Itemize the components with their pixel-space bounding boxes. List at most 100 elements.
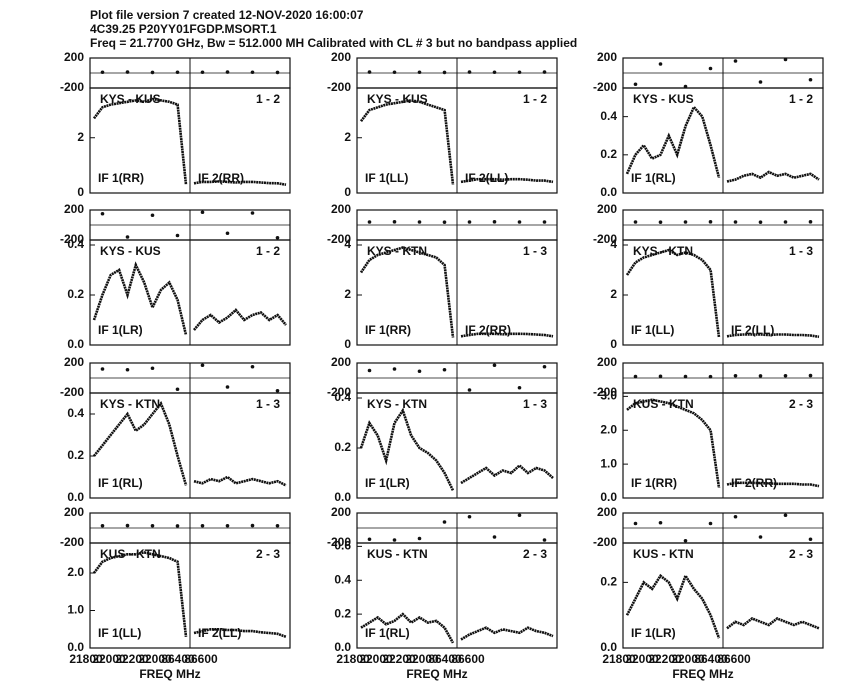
- phase-point: [658, 374, 663, 379]
- phase-point: [542, 364, 547, 369]
- phase-point: [708, 220, 713, 224]
- amp-tick-label: 2: [77, 130, 84, 144]
- phase-point: [150, 70, 155, 75]
- baseline-label: KUS - KTN: [367, 547, 428, 561]
- phase-point: [708, 66, 713, 71]
- antenna-label: 2 - 3: [789, 547, 813, 561]
- phase-point: [367, 537, 372, 542]
- phase-point: [517, 385, 522, 390]
- phase-point: [683, 84, 688, 89]
- x-tick-label: 22000: [671, 652, 705, 666]
- phase-point: [275, 523, 280, 528]
- antenna-label: 1 - 2: [789, 92, 813, 106]
- amp-tick-label: 0.0: [67, 490, 84, 504]
- phase-tick-label: 200: [331, 505, 351, 519]
- antenna-label: 1 - 3: [523, 244, 547, 258]
- baseline-label: KUS - KTN: [633, 547, 694, 561]
- phase-point: [417, 70, 422, 75]
- phase-point: [633, 374, 638, 379]
- amp-tick-label: 2.0: [67, 565, 84, 579]
- x-tick-label: 21800: [602, 652, 636, 666]
- phase-point: [633, 82, 638, 87]
- phase-point: [467, 70, 472, 74]
- x-tick-label: 86600: [451, 652, 485, 666]
- phase-point: [517, 220, 522, 224]
- x-tick-label: 86400: [428, 652, 462, 666]
- phase-point: [733, 220, 738, 224]
- amp-tick-label: 0.0: [334, 640, 351, 654]
- phase-point: [658, 520, 663, 525]
- phase-point: [683, 220, 688, 224]
- phase-point: [783, 513, 788, 518]
- phase-point: [758, 220, 763, 224]
- baseline-label: KYS - KUS: [100, 244, 161, 258]
- phase-point: [367, 368, 372, 373]
- phase-point: [175, 233, 180, 238]
- amp-tick-label: 0: [610, 337, 617, 351]
- amplitude-curve: [92, 261, 287, 336]
- x-axis-label: FREQ MHz: [406, 667, 467, 681]
- phase-tick-label: 200: [597, 50, 617, 64]
- phase-point: [442, 70, 447, 75]
- phase-tick-label: -200: [60, 535, 84, 549]
- baseline-label: KUS - KTN: [100, 547, 161, 561]
- baseline-label: KYS - KUS: [100, 92, 161, 106]
- amplitude-curve: [92, 551, 287, 639]
- phase-point: [808, 77, 813, 82]
- phase-point: [225, 70, 230, 74]
- phase-point: [658, 220, 663, 224]
- x-tick-label: 22000: [625, 652, 659, 666]
- if-label: IF 1(LR): [365, 476, 410, 490]
- amp-tick-label: 0: [344, 185, 351, 199]
- amp-tick-label: 0.4: [600, 109, 617, 123]
- x-tick-label: 21800: [69, 652, 103, 666]
- baseline-label: KYS - KTN: [633, 244, 693, 258]
- phase-point: [250, 211, 255, 215]
- amp-tick-label: 4: [610, 237, 617, 251]
- phase-point: [633, 220, 638, 224]
- phase-point: [542, 538, 547, 542]
- x-tick-label: 22000: [138, 652, 172, 666]
- phase-tick-label: -200: [60, 385, 84, 399]
- phase-point: [492, 220, 497, 224]
- if-label: IF 2(RR): [731, 476, 777, 490]
- if-label: IF 1(RL): [631, 171, 676, 185]
- phase-point: [683, 538, 688, 543]
- phase-tick-label: -200: [60, 80, 84, 94]
- phase-point: [733, 59, 738, 63]
- if-label: IF 2(LL): [198, 626, 241, 640]
- amp-tick-label: 0.0: [334, 490, 351, 504]
- x-tick-label: 22000: [92, 652, 126, 666]
- x-tick-label: 22200: [115, 652, 149, 666]
- phase-point: [100, 523, 105, 528]
- phase-point: [808, 537, 813, 542]
- phase-point: [467, 514, 472, 519]
- if-label: IF 1(RR): [365, 323, 411, 337]
- phase-point: [392, 70, 397, 75]
- amplitude-curve: [626, 398, 820, 488]
- x-tick-label: 86400: [694, 652, 728, 666]
- phase-point: [392, 367, 397, 371]
- amplitude-curve: [360, 612, 554, 644]
- phase-point: [708, 374, 713, 379]
- phase-tick-label: -200: [60, 232, 84, 246]
- amp-tick-label: 0.2: [334, 440, 351, 454]
- amp-tick-label: 2.0: [600, 422, 617, 436]
- phase-point: [517, 70, 522, 75]
- x-tick-label: 86600: [717, 652, 751, 666]
- if-label: IF 1(RL): [365, 626, 410, 640]
- phase-point: [733, 373, 738, 378]
- phase-tick-label: 200: [64, 505, 84, 519]
- x-tick-label: 22000: [359, 652, 393, 666]
- if-label: IF 2(RR): [198, 171, 244, 185]
- phase-point: [200, 210, 205, 215]
- amplitude-curve: [625, 248, 820, 339]
- phase-tick-label: 200: [64, 355, 84, 369]
- phase-tick-label: 200: [597, 505, 617, 519]
- amp-tick-label: 0.4: [334, 572, 351, 586]
- if-label: IF 1(LL): [98, 626, 141, 640]
- phase-point: [150, 366, 155, 371]
- baseline-label: KUS - KTN: [633, 397, 694, 411]
- amp-tick-label: 0.2: [600, 147, 617, 161]
- baseline-label: KYS - KTN: [367, 244, 427, 258]
